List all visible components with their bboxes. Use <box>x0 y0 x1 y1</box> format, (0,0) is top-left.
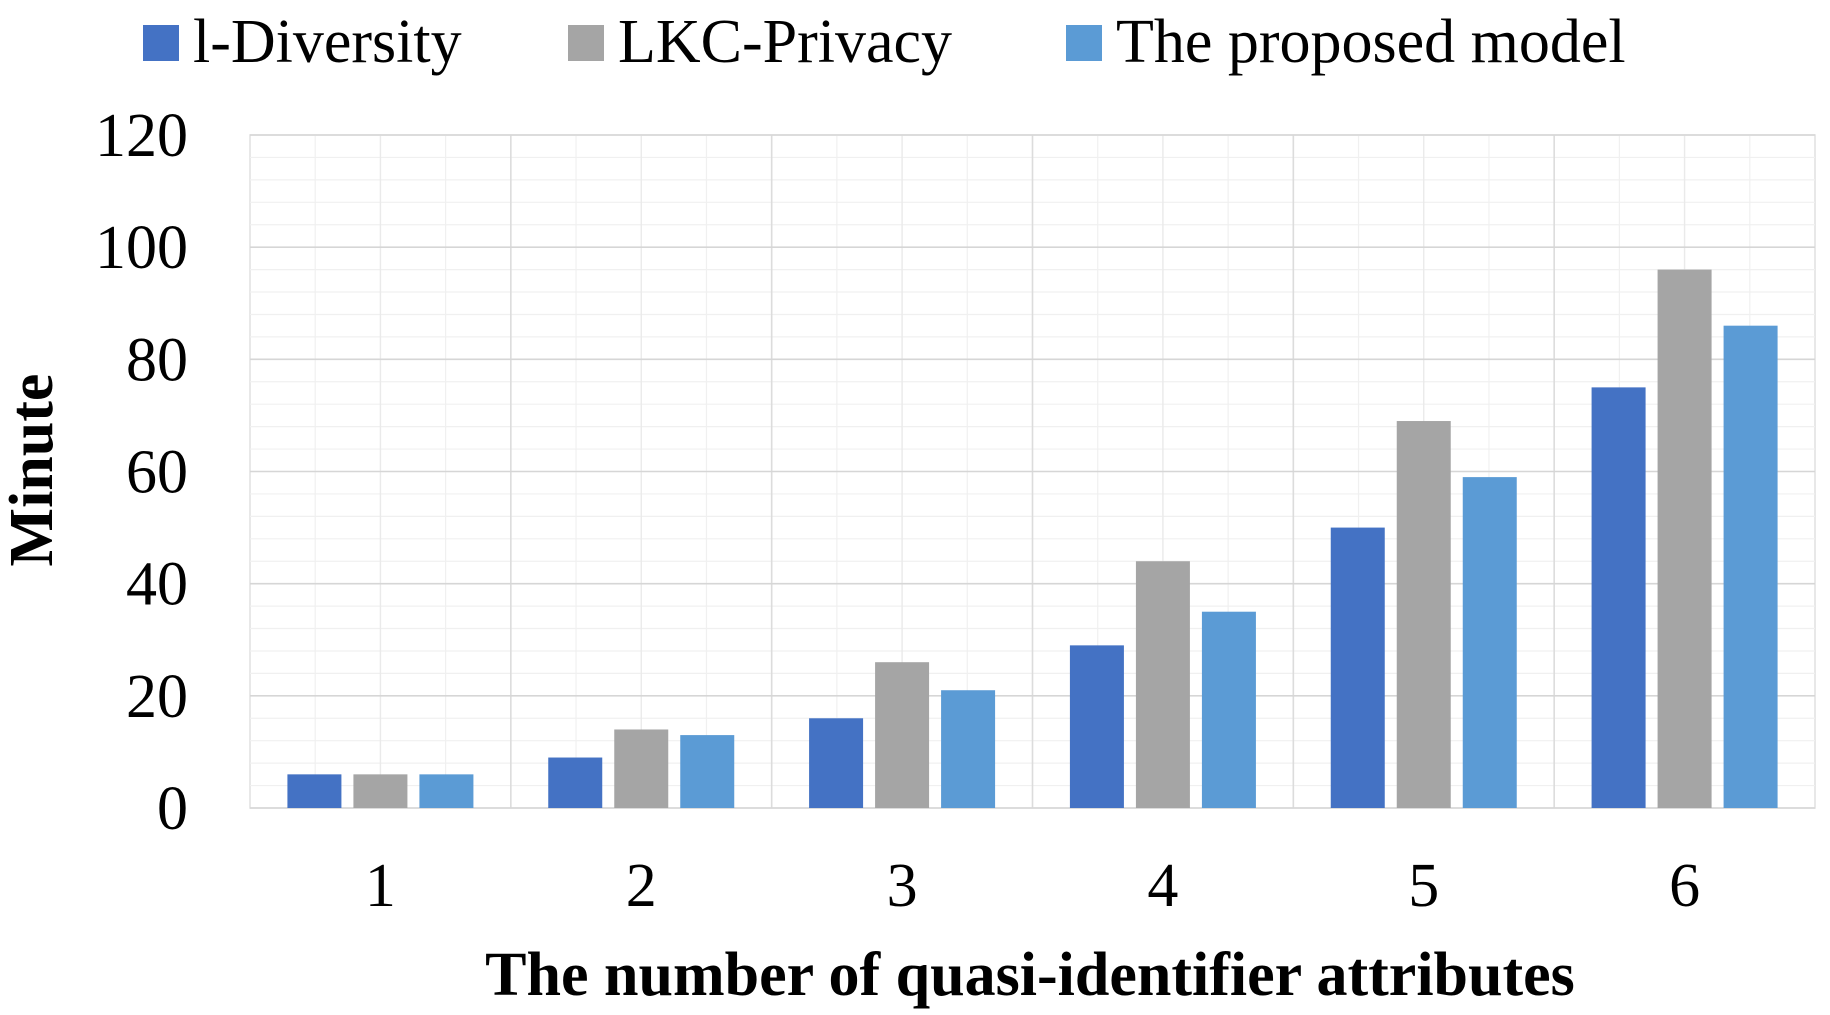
bar <box>809 718 864 808</box>
bar <box>614 729 669 808</box>
x-axis-ticks: 1 2 3 4 5 6 <box>365 852 1700 920</box>
bar <box>941 690 996 808</box>
y-tick-label: 0 <box>157 775 188 843</box>
y-tick-label: 80 <box>126 326 188 394</box>
x-axis-title: The number of quasi-identifier attribute… <box>485 941 1575 1009</box>
x-tick-label: 6 <box>1669 852 1700 920</box>
grid <box>249 134 1816 809</box>
legend-swatch <box>1066 25 1102 61</box>
bar <box>875 662 930 808</box>
legend-swatch <box>143 25 179 61</box>
x-tick-label: 2 <box>626 852 657 920</box>
bar <box>1330 527 1385 808</box>
bar <box>1657 269 1712 809</box>
bar <box>419 774 474 808</box>
bar <box>1723 325 1778 808</box>
legend-label: The proposed model <box>1116 8 1626 76</box>
bar <box>1462 477 1517 808</box>
bar <box>1201 611 1256 808</box>
bar <box>548 757 603 808</box>
y-tick-label: 100 <box>95 214 188 282</box>
x-tick-label: 5 <box>1408 852 1439 920</box>
y-tick-label: 20 <box>126 663 188 731</box>
legend: l-Diversity LKC-Privacy The proposed model <box>143 8 1626 76</box>
legend-swatch <box>568 25 604 61</box>
legend-label: l-Diversity <box>193 8 462 76</box>
bar <box>353 774 408 808</box>
bars <box>287 269 1778 809</box>
y-axis-title: Minute <box>0 374 66 567</box>
y-axis-ticks: 0 20 40 60 80 100 120 <box>95 102 188 843</box>
bar <box>680 735 735 808</box>
y-tick-label: 120 <box>95 102 188 170</box>
x-tick-label: 3 <box>887 852 918 920</box>
bar <box>1069 645 1124 808</box>
y-tick-label: 60 <box>126 439 188 507</box>
legend-label: LKC-Privacy <box>618 8 952 76</box>
bar <box>287 774 342 808</box>
y-tick-label: 40 <box>126 551 188 619</box>
bar <box>1396 421 1451 808</box>
bar <box>1591 387 1646 808</box>
x-tick-label: 1 <box>365 852 396 920</box>
x-tick-label: 4 <box>1147 852 1178 920</box>
bar <box>1135 561 1190 808</box>
